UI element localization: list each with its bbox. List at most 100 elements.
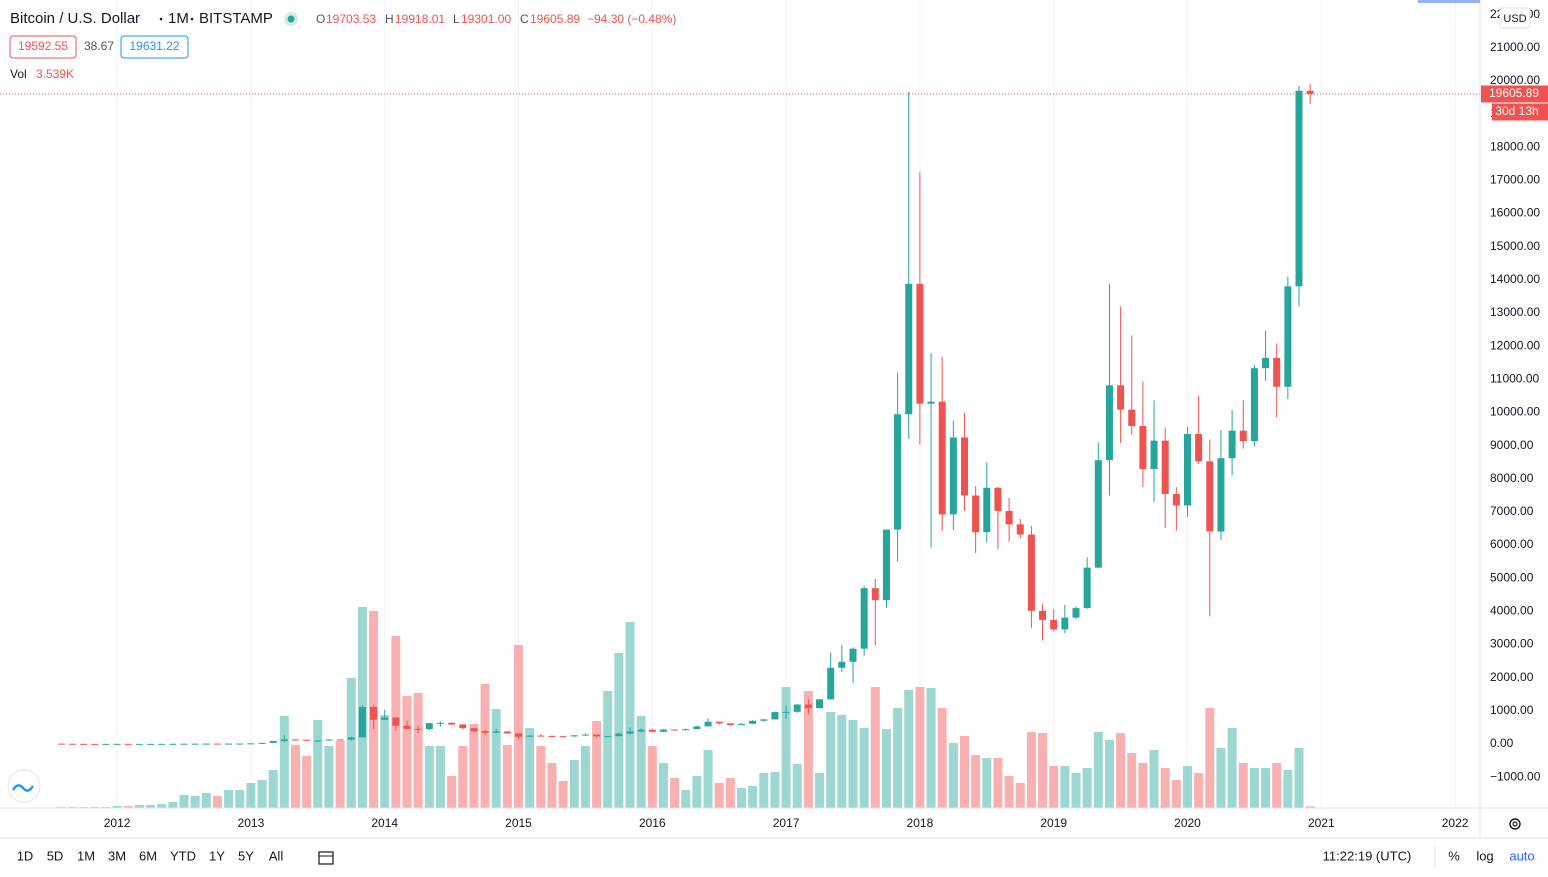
price-axis-bg (1480, 0, 1548, 808)
volume-bar (547, 763, 557, 808)
volume-bar (279, 716, 289, 808)
volume-bar (558, 781, 568, 808)
candle-body (637, 729, 645, 732)
range-button[interactable]: 5Y (238, 848, 254, 863)
ohlc-value: 19605.89 (530, 12, 580, 26)
range-button[interactable]: YTD (170, 848, 196, 863)
candle-body (1228, 430, 1236, 459)
candle-body (236, 743, 244, 745)
volume-bar (803, 691, 813, 808)
scale-option[interactable]: log (1476, 848, 1493, 863)
ask: 19631.22 (129, 39, 179, 53)
volume-bar (413, 693, 423, 808)
volume-bar (1127, 753, 1137, 808)
candle-body (80, 743, 88, 745)
y-tick-label: 18000.00 (1490, 139, 1540, 153)
candle-body (258, 742, 266, 744)
calendar[interactable] (318, 851, 334, 865)
candle-body (838, 661, 846, 668)
volume-bar (201, 793, 211, 808)
candle-body (827, 667, 835, 700)
market-status-dot (287, 15, 295, 23)
volume-bar (737, 788, 746, 808)
y-tick-label: 2000.00 (1490, 670, 1534, 684)
gear-hub[interactable] (1512, 821, 1518, 827)
candle-body (135, 743, 143, 745)
candle-body (1139, 426, 1147, 470)
gear[interactable] (1509, 818, 1521, 830)
candle-body (537, 735, 545, 737)
candle-body (1061, 617, 1069, 630)
volume-pane (56, 607, 1315, 808)
candle-body (113, 743, 121, 745)
ohlc-value: 19301.00 (461, 12, 511, 26)
volume-bar (424, 746, 434, 808)
volume-bar (748, 786, 758, 808)
volume-bar (235, 790, 245, 808)
range-button[interactable]: 6M (139, 848, 157, 863)
ohlc-value: 19703.53 (326, 12, 376, 26)
range-button[interactable]: 3M (108, 848, 126, 863)
candle-body (682, 729, 690, 731)
price-tag (1481, 85, 1548, 103)
clock[interactable]: 11:22:19 (UTC) (1323, 848, 1412, 863)
candle-body (715, 721, 723, 724)
volume-bar (658, 763, 668, 808)
volume-bar (402, 696, 412, 808)
range-button[interactable]: 5D (47, 848, 64, 863)
candle-body (916, 283, 924, 404)
candle-body (1150, 440, 1158, 470)
volume-bar (1060, 766, 1070, 808)
scale-option[interactable]: auto (1509, 848, 1534, 863)
volume-bar (268, 770, 278, 808)
x-tick-label: 2017 (773, 816, 800, 830)
currency-box[interactable] (1499, 7, 1531, 29)
volume-bar (647, 746, 657, 808)
candle-body (1005, 510, 1013, 525)
volume-bar (212, 796, 222, 808)
range-button[interactable]: 1D (17, 848, 34, 863)
candle-body (604, 736, 612, 738)
y-tick-label: 10000.00 (1490, 405, 1540, 419)
volume-bar (893, 708, 903, 808)
candle-body (69, 743, 76, 745)
candle-body (1072, 608, 1080, 618)
y-tick-label: 7000.00 (1490, 504, 1534, 518)
volume-value: 3.539K (36, 67, 74, 81)
volume-bar (179, 795, 189, 808)
range-button[interactable]: All (269, 848, 284, 863)
volume-bar (435, 746, 445, 808)
date-range-icon[interactable] (318, 851, 334, 865)
exchange: BITSTAMP (199, 10, 273, 27)
volume-bar (1004, 776, 1014, 808)
price-tag-label: 19605.89 (1489, 86, 1539, 100)
volume-bar (168, 802, 178, 808)
candle-body (459, 724, 467, 729)
candle-body (1039, 610, 1047, 620)
logo[interactable] (7, 769, 41, 803)
candle-body (381, 717, 389, 720)
candle-body (760, 719, 768, 721)
candle-body (1195, 434, 1203, 462)
candle-body (938, 401, 946, 515)
volume-bar (569, 760, 579, 808)
candle-body (526, 735, 534, 737)
settings-icon[interactable] (1509, 818, 1521, 830)
y-tick-label: 20000.00 (1490, 73, 1540, 87)
volume-bar (1138, 763, 1148, 808)
currency[interactable]: USD (1503, 13, 1526, 25)
x-tick-label: 2018 (907, 816, 934, 830)
scale-option[interactable]: % (1448, 848, 1460, 863)
volume-bar (1294, 748, 1304, 808)
volume-bar (134, 805, 144, 808)
candle-body (726, 723, 734, 725)
y-tick-label: 5000.00 (1490, 570, 1534, 584)
candle-body (403, 725, 411, 729)
candle-body (1184, 434, 1191, 506)
y-tick-label: 4000.00 (1490, 604, 1534, 618)
candle-body (615, 733, 623, 737)
range-button[interactable]: 1Y (209, 848, 225, 863)
y-tick-label: 17000.00 (1490, 173, 1540, 187)
range-button[interactable]: 1M (77, 848, 95, 863)
